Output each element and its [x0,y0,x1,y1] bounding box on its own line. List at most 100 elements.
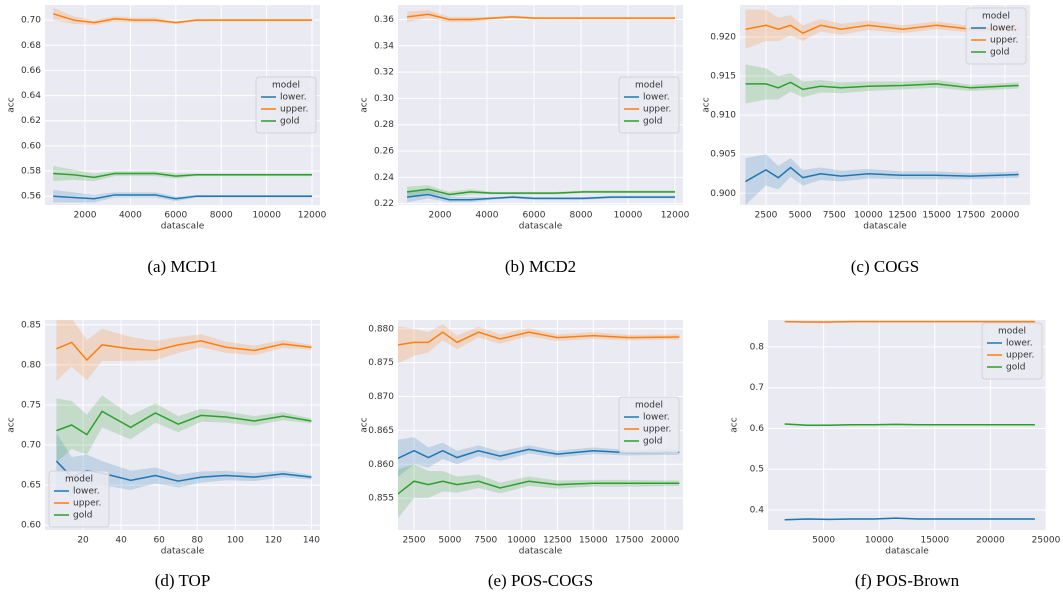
legend-label: upper. [73,499,101,509]
y-tick-label: 0.865 [368,426,394,436]
x-tick-label: 2000 [74,211,97,221]
x-axis-label: datascale [161,547,205,557]
y-tick-label: 0.915 [710,72,736,82]
x-tick-label: 10000 [865,536,894,546]
y-tick-label: 0.5 [750,465,764,475]
confidence-band [56,395,312,463]
legend-title: model [635,401,663,411]
y-tick-label: 0.870 [368,392,394,402]
y-tick-label: 0.24 [374,173,394,183]
y-tick-label: 0.860 [368,460,394,470]
y-tick-label: 0.85 [21,320,41,330]
legend: model lower. upper. gold [255,76,317,134]
x-tick-label: 15000 [920,536,949,546]
legend-label: gold [643,437,662,447]
caption: (d) TOP [155,571,211,590]
y-tick-label: 0.920 [710,33,736,43]
x-axis-label: datascale [161,222,205,232]
legend-title: model [635,81,663,91]
series-line [406,13,676,21]
legend-box [255,76,317,134]
legend-title: model [272,81,300,91]
x-axis-label: datascale [863,222,907,232]
x-tick-label: 7500 [474,536,497,546]
x-tick-label: 12500 [888,211,917,221]
series-line [56,410,312,436]
y-tick-label: 0.900 [710,189,736,199]
panel: 0.4 0.5 0.6 0.7 0.8 5000 10000 15000 20000 25000 d… [730,320,1061,590]
series-line [745,166,1019,183]
y-tick-label: 0.910 [710,111,736,121]
x-tick-label: 4000 [476,211,499,221]
legend-label: lower. [73,487,100,497]
y-axis-label: acc [730,417,740,432]
y-tick-label: 0.80 [21,360,41,370]
confidence-band [407,185,676,198]
x-tick-label: 8000 [210,211,233,221]
x-tick-label: 15000 [922,211,951,221]
y-tick-label: 0.880 [368,324,394,334]
x-tick-label: 6000 [523,211,546,221]
x-tick-label: 20 [77,536,89,546]
legend: model lower. upper. gold [618,396,680,454]
legend-title: model [982,12,1010,22]
y-tick-label: 0.26 [374,147,394,157]
x-tick-label: 10000 [854,211,883,221]
x-tick-label: 60 [153,536,165,546]
series-line [745,81,1019,91]
series-line [406,188,676,196]
y-axis-label: acc [702,97,712,112]
y-tick-label: 0.905 [710,150,736,160]
x-tick-label: 5000 [812,536,835,546]
confidence-band [53,166,313,182]
legend-label: upper. [990,36,1018,46]
legend-label: gold [990,48,1009,58]
x-axis-label: datascale [519,547,563,557]
x-tick-label: 25000 [1032,536,1061,546]
legend-box [48,470,110,528]
x-tick-label: 10000 [507,536,536,546]
confidence-band [56,433,312,498]
legend: model lower. upper. gold [981,322,1043,380]
x-tick-label: 15000 [579,536,608,546]
x-tick-label: 100 [227,536,244,546]
confidence-band [398,324,680,364]
y-tick-label: 0.68 [21,41,41,51]
x-axis-label: datascale [885,547,929,557]
panel: 0.22 0.24 0.26 0.28 0.30 0.32 0.34 0.36 2000 4000… [360,5,690,276]
x-tick-label: 120 [265,536,282,546]
caption: (f) POS-Brown [855,571,960,590]
confidence-band [56,320,312,381]
y-tick-label: 0.36 [374,15,394,25]
panel: 0.60 0.65 0.70 0.75 0.80 0.85 20 40 60 80 100 120 14… [7,320,320,590]
legend: model lower. upper. gold [618,76,680,134]
y-axis-label: acc [360,417,370,432]
legend-label: lower. [990,24,1017,34]
x-tick-label: 2500 [403,536,426,546]
x-tick-label: 5000 [438,536,461,546]
legend-label: gold [1006,363,1025,373]
confidence-band [53,189,313,203]
y-tick-label: 0.60 [21,521,41,531]
panel: 0.900 0.905 0.910 0.915 0.920 2500 5000 7500 100… [702,5,1030,276]
y-tick-label: 0.875 [368,358,394,368]
legend: model lower. upper. gold [48,470,110,528]
y-tick-label: 0.34 [374,41,394,51]
x-tick-label: 20000 [651,536,680,546]
legend-label: upper. [280,105,308,115]
legend-label: lower. [280,93,307,103]
legend-label: gold [280,117,299,127]
series-line [784,517,1035,521]
legend-label: lower. [643,93,670,103]
legend-label: lower. [1006,339,1033,349]
series-line [53,194,313,200]
panel: 0.855 0.860 0.865 0.870 0.875 0.880 2500 5000 75… [360,320,683,590]
legend-box [981,322,1043,380]
series-line [56,340,312,362]
y-axis-label: acc [7,417,17,432]
y-tick-label: 0.75 [21,400,41,410]
x-tick-label: 8000 [570,211,593,221]
legend-label: upper. [1006,351,1034,361]
y-tick-label: 0.60 [21,141,41,151]
y-tick-label: 0.6 [750,424,765,434]
